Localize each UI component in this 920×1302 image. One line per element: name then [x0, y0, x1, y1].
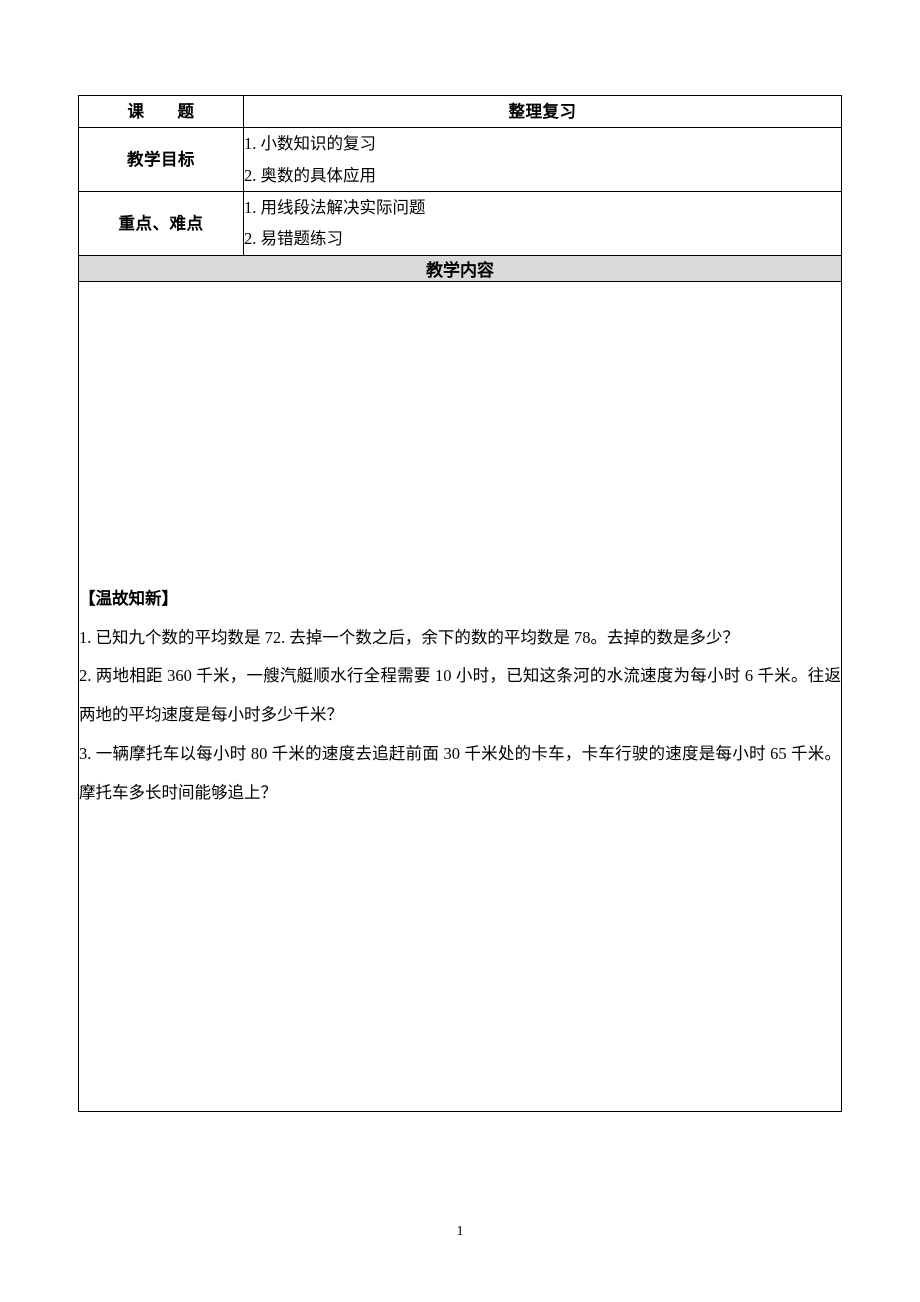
- question-2: 2. 两地相距 360 千米，一艘汽艇顺水行全程需要 10 小时，已知这条河的水…: [79, 657, 841, 735]
- row-keypoints: 重点、难点 1. 用线段法解决实际问题 2. 易错题练习: [79, 192, 842, 256]
- topic-value: 整理复习: [244, 96, 841, 127]
- row-content: 【温故知新】 1. 已知九个数的平均数是 72. 去掉一个数之后，余下的数的平均…: [79, 281, 842, 1111]
- row-goal: 教学目标 1. 小数知识的复习 2. 奥数的具体应用: [79, 128, 842, 192]
- content-body: 【温故知新】 1. 已知九个数的平均数是 72. 去掉一个数之后，余下的数的平均…: [79, 281, 842, 1111]
- page-number: 1: [0, 1224, 920, 1240]
- topic-value-cell: 整理复习: [244, 96, 842, 128]
- lesson-table: 课题 整理复习 教学目标 1. 小数知识的复习 2. 奥数的具体应用 重点、难点…: [78, 95, 842, 1112]
- topic-label-left: 课: [128, 102, 145, 121]
- question-1: 1. 已知九个数的平均数是 72. 去掉一个数之后，余下的数的平均数是 78。去…: [79, 619, 841, 658]
- row-topic: 课题 整理复习: [79, 96, 842, 128]
- keypoints-line-2: 2. 易错题练习: [244, 223, 841, 254]
- goal-label-cell: 教学目标: [79, 128, 244, 192]
- content-section-header: 教学内容: [79, 255, 842, 281]
- keypoints-label: 重点、难点: [79, 208, 243, 239]
- keypoints-line-1: 1. 用线段法解决实际问题: [244, 192, 841, 223]
- review-heading: 【温故知新】: [79, 580, 841, 619]
- keypoints-label-cell: 重点、难点: [79, 192, 244, 256]
- keypoints-value-cell: 1. 用线段法解决实际问题 2. 易错题练习: [244, 192, 842, 256]
- topic-label-right: 题: [178, 102, 195, 121]
- document-page: 课题 整理复习 教学目标 1. 小数知识的复习 2. 奥数的具体应用 重点、难点…: [0, 0, 920, 1302]
- goal-value-cell: 1. 小数知识的复习 2. 奥数的具体应用: [244, 128, 842, 192]
- question-3: 3. 一辆摩托车以每小时 80 千米的速度去追赶前面 30 千米处的卡车，卡车行…: [79, 735, 841, 813]
- row-section-header: 教学内容: [79, 255, 842, 281]
- goal-line-2: 2. 奥数的具体应用: [244, 160, 841, 191]
- goal-line-1: 1. 小数知识的复习: [244, 128, 841, 159]
- topic-label-cell: 课题: [79, 96, 244, 128]
- goal-label: 教学目标: [79, 144, 243, 175]
